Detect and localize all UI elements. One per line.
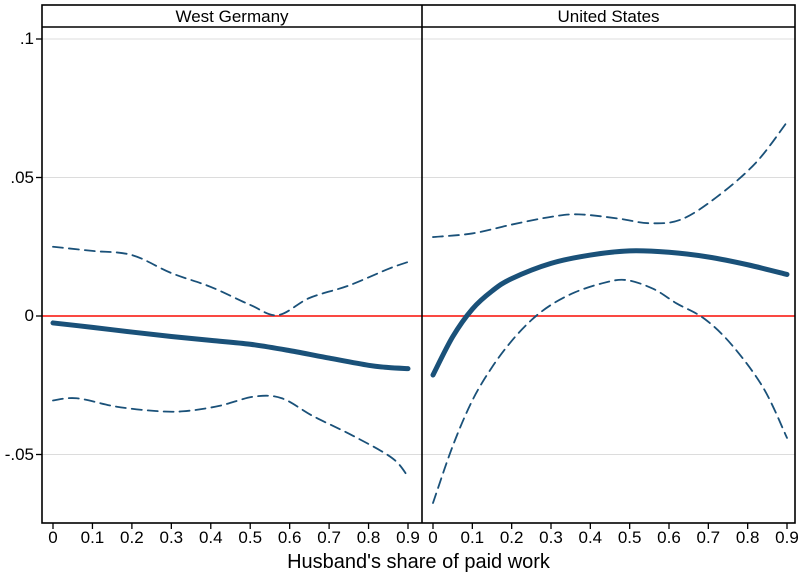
west-germany-lower-ci-curve xyxy=(52,394,409,478)
plot-frame xyxy=(41,4,796,524)
x-tick-label-panel2-0.1: 0.1 xyxy=(460,528,485,547)
west-germany-marginal-effect-curve xyxy=(50,320,411,372)
x-tick-label-panel2-0.6: 0.6 xyxy=(657,528,681,547)
x-tick-label-panel1-0.5: 0.5 xyxy=(238,528,263,547)
united-states-upper-ci-curve xyxy=(432,121,788,238)
x-tick-label-panel2-0.4: 0.4 xyxy=(578,528,603,547)
x-tick-label-panel2-0.3: 0.3 xyxy=(539,528,563,547)
y-tick-label-0: 0 xyxy=(24,306,34,325)
united-states-marginal-effect-curve xyxy=(430,248,790,378)
x-tick-label-panel1-0.8: 0.8 xyxy=(356,528,381,547)
x-axis-title: Husband's share of paid work xyxy=(287,551,550,573)
x-tick-label-panel2-0: 0 xyxy=(428,528,438,547)
x-tick-label-panel1-0: 0 xyxy=(48,528,58,547)
x-tick-label-panel1-0.9: 0.9 xyxy=(396,528,420,547)
x-tick-label-panel2-0.2: 0.2 xyxy=(499,528,524,547)
x-tick-label-panel1-0.7: 0.7 xyxy=(317,528,341,547)
x-tick-label-panel1-0.3: 0.3 xyxy=(159,528,184,547)
panel-header-united-states: United States xyxy=(557,7,660,26)
x-tick-label-panel1-0.4: 0.4 xyxy=(198,528,223,547)
x-tick-label-panel2-0.5: 0.5 xyxy=(617,528,642,547)
y-tick-label--.05: -.05 xyxy=(4,444,34,464)
x-tick-label-panel1-0.6: 0.6 xyxy=(277,528,302,547)
y-tick-label-.05: .05 xyxy=(10,167,34,187)
x-tick-label-panel1-0.2: 0.2 xyxy=(120,528,144,547)
west-germany-upper-ci-curve xyxy=(52,245,409,317)
x-tick-label-panel2-0.8: 0.8 xyxy=(735,528,760,547)
panel-header-west-germany: West Germany xyxy=(175,7,289,26)
x-tick-label-panel2-0.9: 0.9 xyxy=(775,528,799,547)
x-tick-label-panel1-0.1: 0.1 xyxy=(80,528,105,547)
x-tick-label-panel2-0.7: 0.7 xyxy=(696,528,721,547)
united-states-lower-ci-curve xyxy=(432,278,788,504)
y-tick-label-.1: .1 xyxy=(19,29,34,48)
